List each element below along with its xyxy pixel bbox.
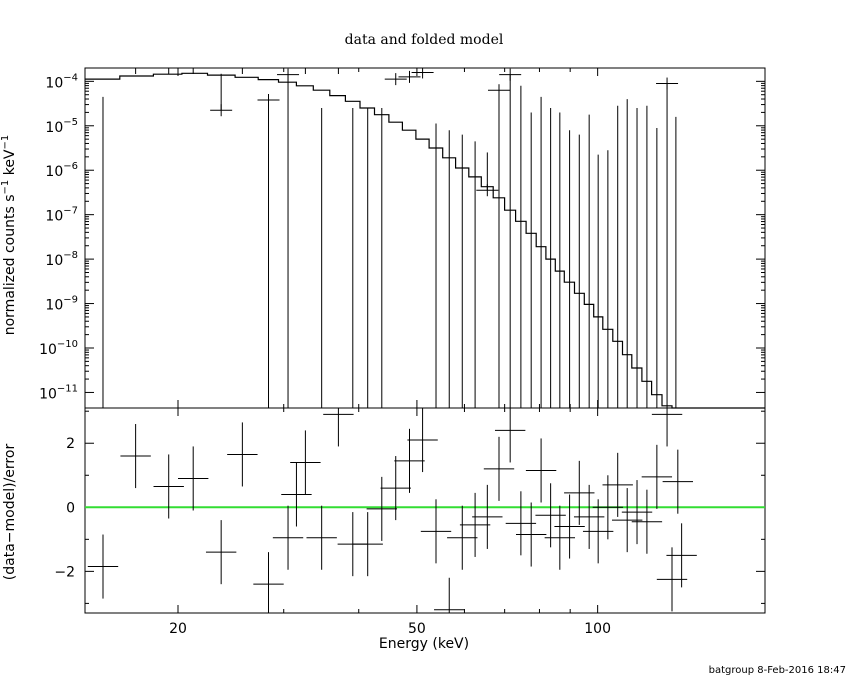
footer-text: batgroup 8-Feb-2016 18:47 [709,665,846,676]
x-tick-label: 50 [408,621,426,637]
top-y-tick-label: 10−6 [45,161,78,180]
bottom-y-tick-label: 2 [66,436,75,452]
top-y-tick-label: 10−7 [45,206,78,225]
bottom-y-axis-label: (data−model)/error [2,444,18,581]
top-y-tick-label: 10−10 [39,339,78,358]
x-tick-label: 100 [584,621,611,637]
top-y-tick-label: 10−8 [45,250,78,269]
top-y-axis-label: normalized counts s−1 keV−1 [0,135,18,336]
bottom-plot-frame [84,407,766,614]
chart-title: data and folded model [345,32,504,48]
top-panel: 10−4 10−5 10−6 10−7 10−8 10−9 10−10 10−11 [39,67,766,409]
top-y-tick-label: 10−4 [45,72,78,91]
top-y-tick-label: 10−11 [39,383,78,402]
x-tick-label: 20 [169,621,187,637]
x-axis-label: Energy (keV) [379,636,469,652]
top-y-tick-label: 10−9 [45,295,78,314]
bottom-y-tick-label: 0 [66,500,75,516]
top-y-tick-label: 10−5 [45,117,78,136]
bottom-y-tick-label: −2 [54,564,75,580]
